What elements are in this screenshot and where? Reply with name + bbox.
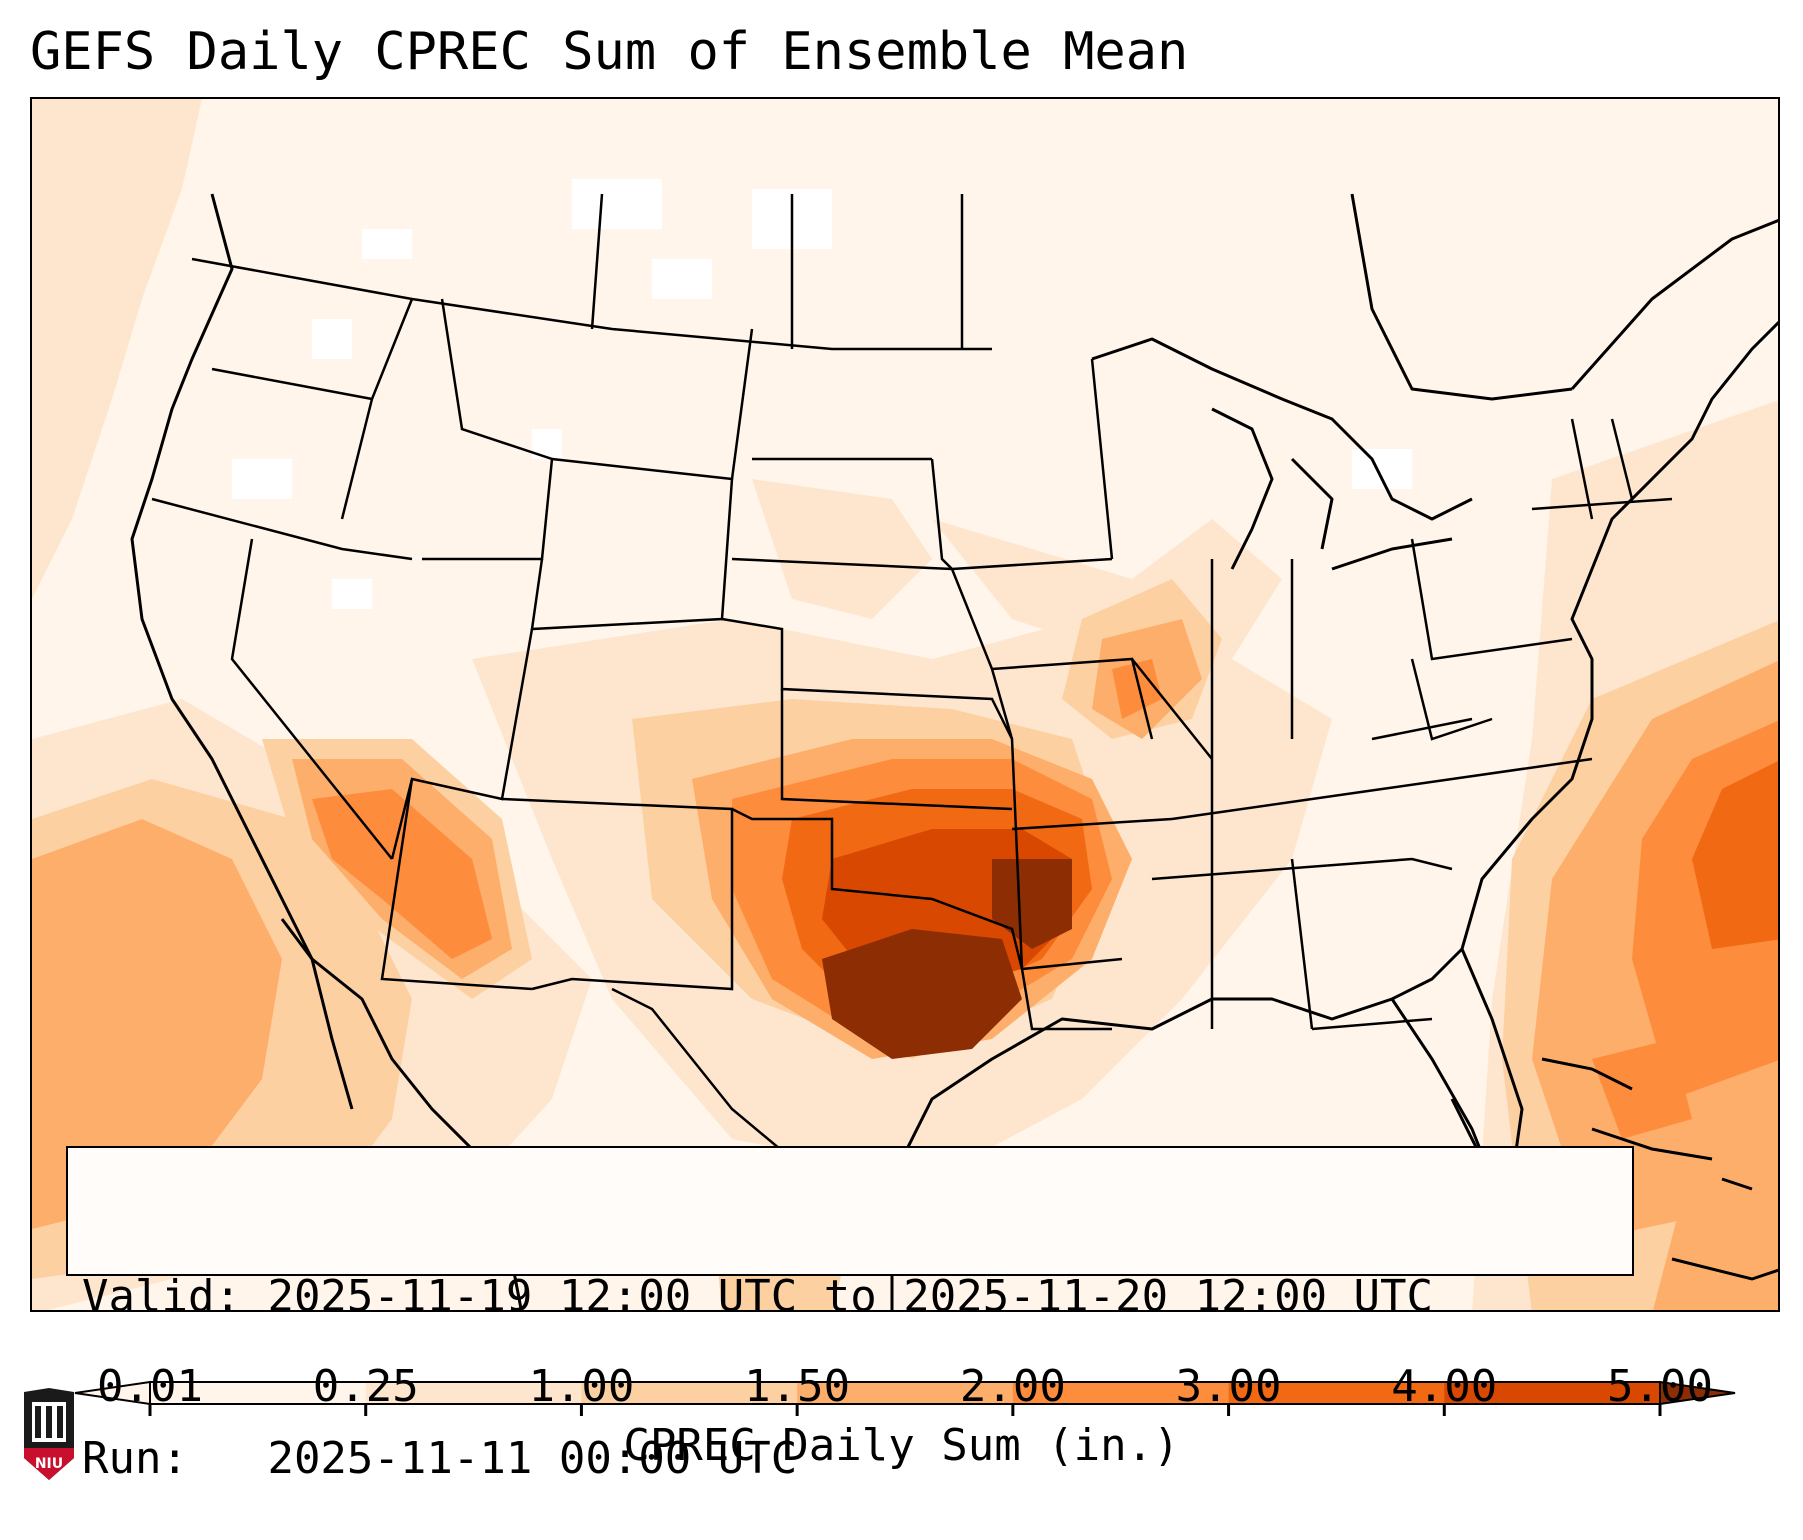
colorbar-segment xyxy=(1444,1382,1661,1404)
coastline xyxy=(130,193,1778,1310)
precip-map xyxy=(32,99,1778,1310)
run-label: Run: xyxy=(82,1433,188,1484)
colorbar-tick-label: 4.00 xyxy=(1391,1361,1498,1412)
colorbar-tick-label: 1.50 xyxy=(744,1361,851,1412)
colorbar-ticks xyxy=(148,1404,1662,1416)
colorbar-tick-label: 3.00 xyxy=(1175,1361,1282,1412)
colorbar-label: CPREC Daily Sum (in.) xyxy=(623,1420,1180,1471)
map-title: GEFS Daily CPREC Sum of Ensemble Mean xyxy=(30,22,1189,82)
colorbar-segment xyxy=(150,1382,367,1404)
run-line: Run: 2025-11-11 00:00 UTC xyxy=(82,1432,1632,1486)
state-borders xyxy=(151,193,1673,1221)
caribbean-islands xyxy=(1541,1057,1778,1281)
colorbar-segment xyxy=(581,1382,798,1404)
run-value: 2025-11-11 00:00 UTC xyxy=(267,1433,798,1484)
colorbar-segment xyxy=(1228,1382,1445,1404)
colorbar-outline xyxy=(149,1381,1661,1405)
colorbar-tick-label: 5.00 xyxy=(1607,1361,1713,1412)
valid-run-box: Valid: 2025-11-19 12:00 UTC to 2025-11-2… xyxy=(66,1146,1634,1484)
svg-text:NIU: NIU xyxy=(35,1456,63,1472)
colorbar-tick-label: 0.25 xyxy=(312,1361,419,1412)
colorbar-segments xyxy=(74,1380,1736,1406)
colorbar-segment xyxy=(797,1382,1014,1404)
valid-value: 2025-11-19 12:00 UTC to 2025-11-20 12:00… xyxy=(267,1271,1434,1322)
precip-max-field xyxy=(822,859,1072,1059)
colorbar-tick-label: 1.00 xyxy=(528,1361,635,1412)
map-panel xyxy=(30,97,1780,1312)
colorbar xyxy=(74,1380,1736,1416)
colorbar-tick-label: 2.00 xyxy=(959,1361,1066,1412)
colorbar-tick-label: 0.01 xyxy=(97,1361,203,1412)
colorbar-segment xyxy=(1012,1382,1230,1404)
valid-line: Valid: 2025-11-19 12:00 UTC to 2025-11-2… xyxy=(82,1270,1632,1324)
colorbar-segment xyxy=(365,1382,582,1404)
valid-label: Valid: xyxy=(82,1271,241,1322)
niu-logo: NIU xyxy=(24,1388,74,1480)
